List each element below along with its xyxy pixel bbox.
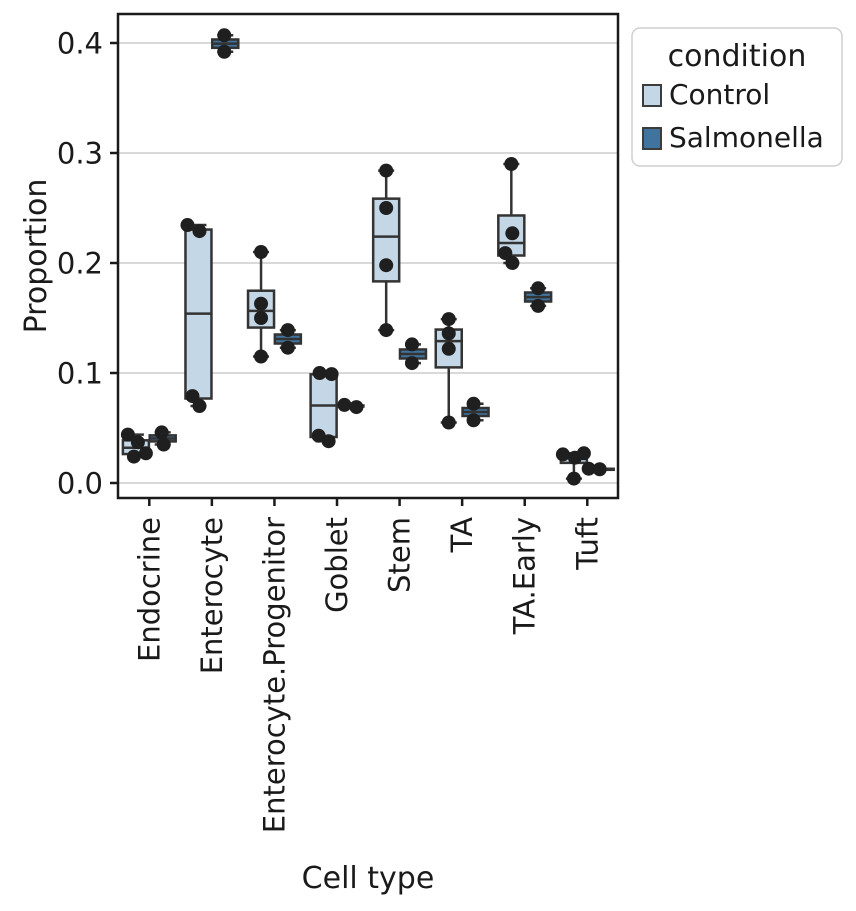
box-control-enterocyte xyxy=(184,223,213,408)
x-tick-label: Stem xyxy=(383,517,417,593)
legend-item-control: Control xyxy=(642,78,770,111)
data-point xyxy=(280,340,295,355)
data-point xyxy=(441,326,456,341)
y-tick-label: 0.1 xyxy=(57,357,103,391)
plot-border xyxy=(116,12,620,500)
legend-swatch-salmonella-icon xyxy=(642,127,662,150)
data-point xyxy=(130,435,145,450)
data-point xyxy=(555,447,570,462)
legend-swatch-control-icon xyxy=(642,84,662,107)
data-point xyxy=(349,400,364,415)
data-point xyxy=(441,312,456,327)
y-tick-label: 0.0 xyxy=(57,467,103,501)
x-tick-label: Enterocyte xyxy=(195,517,229,674)
data-point xyxy=(505,226,520,241)
data-point xyxy=(505,256,520,270)
data-point xyxy=(581,461,596,476)
data-point xyxy=(466,396,481,411)
x-axis-ticks: Endocrine Enterocyte Enterocyte.Progenitor… xyxy=(132,498,604,833)
x-tick-label: Enterocyte.Progenitor xyxy=(257,517,291,833)
y-tick-label: 0.2 xyxy=(57,247,103,281)
data-point xyxy=(254,349,269,364)
x-tick-label: Goblet xyxy=(320,517,354,613)
data-point xyxy=(185,389,200,404)
data-point xyxy=(321,434,336,449)
data-point xyxy=(531,298,546,313)
data-point xyxy=(404,337,419,352)
data-point xyxy=(312,366,327,380)
legend-item-label: Control xyxy=(669,78,770,111)
legend-item-label: Salmonella xyxy=(669,121,824,154)
y-axis-label: Proportion xyxy=(19,179,54,334)
y-axis-ticks: 0.0 0.1 0.2 0.3 0.4 xyxy=(57,27,118,501)
data-point xyxy=(192,224,207,239)
data-point xyxy=(120,427,135,442)
data-point xyxy=(126,449,141,464)
data-point xyxy=(531,281,546,296)
data-point xyxy=(154,425,169,440)
data-point xyxy=(404,356,419,371)
data-point xyxy=(180,218,195,233)
x-tick-label: TA.Early xyxy=(508,517,542,635)
data-point xyxy=(592,462,607,477)
data-point xyxy=(379,258,394,273)
data-point xyxy=(498,246,513,261)
data-point xyxy=(324,367,339,382)
data-point xyxy=(254,311,269,325)
data-point xyxy=(337,397,352,412)
data-point xyxy=(217,28,232,43)
data-point xyxy=(254,245,269,259)
x-tick-label: Tuft xyxy=(570,517,604,571)
data-point xyxy=(566,471,581,486)
data-point xyxy=(379,201,394,215)
legend-box xyxy=(631,27,843,167)
x-axis-label: Cell type xyxy=(302,861,435,896)
legend-item-salmonella: Salmonella xyxy=(642,121,824,154)
data-point xyxy=(280,323,295,338)
data-point xyxy=(379,323,394,338)
y-tick-label: 0.3 xyxy=(57,137,103,171)
data-point xyxy=(466,413,481,428)
data-point xyxy=(138,446,153,461)
data-point xyxy=(576,446,591,461)
data-point xyxy=(379,163,394,178)
legend-title: condition xyxy=(668,39,807,74)
data-point xyxy=(504,157,519,171)
data-point xyxy=(156,437,171,452)
data-points xyxy=(120,28,607,486)
x-tick-label: TA xyxy=(445,517,479,553)
box-control-stem xyxy=(371,169,401,332)
data-point xyxy=(441,341,456,356)
data-point xyxy=(441,415,456,430)
data-point xyxy=(254,296,269,311)
x-tick-label: Endocrine xyxy=(132,517,166,662)
data-point xyxy=(217,44,232,59)
legend: condition Control Salmonella xyxy=(631,27,843,167)
y-tick-label: 0.4 xyxy=(57,27,103,61)
data-point xyxy=(192,399,207,413)
